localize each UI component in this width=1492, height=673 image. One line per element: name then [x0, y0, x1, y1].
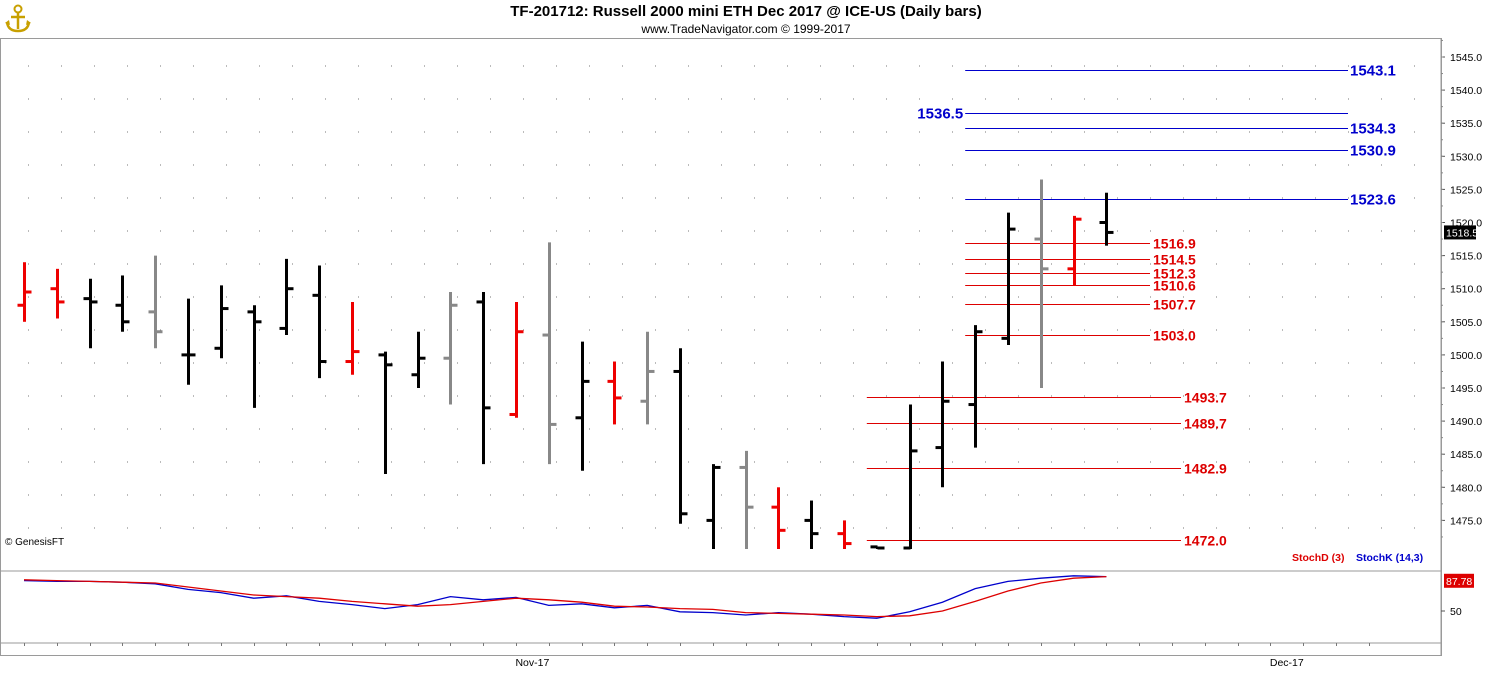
level-label-4: 1523.6: [1350, 192, 1396, 209]
y-tick-label-10: 1495.0: [1450, 383, 1482, 395]
level-label-14: 1472.0: [1184, 533, 1227, 549]
stoch-series-line-1: [23, 575, 1107, 618]
last-price-box: [1444, 225, 1476, 240]
level-label-9: 1507.7: [1153, 297, 1196, 313]
ohlc-bar-9: [312, 265, 327, 379]
chart-grid: [28, 65, 1415, 529]
ohlc-bar-31: [1034, 179, 1049, 388]
ohlc-bar-32: [1067, 215, 1082, 286]
trade-navigator-logo-icon: [5, 4, 31, 33]
ohlc-bar-25: [837, 520, 852, 549]
grid-dots: [28, 65, 1415, 529]
ohlc-bar-0: [17, 262, 32, 322]
stoch-last-label: 87.78: [1446, 576, 1472, 588]
ohlc-bar-19: [640, 331, 655, 425]
ohlc-bar-5: [181, 298, 196, 385]
chart-frame: [0, 38, 1442, 656]
level-label-11: 1493.7: [1184, 390, 1227, 406]
stochk-legend: StochK (14,3): [1356, 552, 1423, 564]
genesis-watermark: © GenesisFT: [5, 537, 65, 548]
y-tick-label-14: 1475.0: [1450, 515, 1482, 527]
ohlc-bar-13: [443, 292, 458, 405]
ohlc-bar-29: [968, 325, 983, 448]
date-axis: Nov-17 Dec-17: [24, 643, 1370, 669]
price-levels: 1543.1 1536.5 1534.3 1530.9 1523.6 1516.91514…: [866, 63, 1396, 549]
level-label-12: 1489.7: [1184, 416, 1227, 432]
ohlc-bar-18: [607, 361, 622, 425]
last-price-label: 1518.5: [1446, 227, 1478, 239]
y-tick-label-1: 1540.0: [1450, 85, 1482, 97]
ohlc-bar-14: [476, 292, 491, 465]
y-tick-label-11: 1490.0: [1450, 416, 1482, 428]
ohlc-bar-23: [771, 487, 786, 549]
level-label-0: 1543.1: [1350, 63, 1396, 80]
x-tick-label-1: Dec-17: [1270, 657, 1304, 669]
price-axis: 1545.01540.01535.01530.01525.01520.01515…: [1441, 39, 1482, 538]
ohlc-bar-3: [115, 275, 130, 332]
ohlc-bar-1: [50, 268, 65, 319]
ohlc-bar-16: [542, 242, 557, 465]
ohlc-bar-30: [1001, 212, 1016, 345]
y-tick-label-13: 1480.0: [1450, 482, 1482, 494]
y-tick-label-2: 1535.0: [1450, 118, 1482, 130]
ohlc-bar-10: [345, 301, 360, 375]
y-tick-label-8: 1505.0: [1450, 317, 1482, 329]
ohlc-bar-11: [378, 351, 393, 475]
level-label-10: 1503.0: [1153, 328, 1196, 344]
y-tick-label-0: 1545.0: [1450, 52, 1482, 64]
y-tick-label-12: 1485.0: [1450, 449, 1482, 461]
y-tick-label-3: 1530.0: [1450, 151, 1482, 163]
ohlc-bar-4: [148, 255, 163, 349]
stochastic-panel: StochD (3) StochK (14,3) 50 87.78: [23, 552, 1474, 619]
chart-title: TF-201712: Russell 2000 mini ETH Dec 201…: [510, 3, 982, 20]
ohlc-bar-21: [706, 464, 721, 549]
level-label-1: 1536.5: [917, 106, 963, 123]
y-tick-label-6: 1515.0: [1450, 251, 1482, 263]
level-label-6: 1514.5: [1153, 252, 1196, 268]
ohlc-bar-20: [673, 348, 688, 524]
ohlc-bar-33: [1099, 192, 1114, 246]
level-label-7: 1512.3: [1153, 266, 1196, 282]
level-label-3: 1530.9: [1350, 143, 1396, 160]
ohlc-bar-22: [739, 450, 754, 549]
ohlc-bar-7: [247, 305, 262, 408]
ohlc-bar-15: [509, 301, 524, 418]
level-label-8: 1510.6: [1153, 278, 1196, 294]
y-tick-label-7: 1510.0: [1450, 284, 1482, 296]
ohlc-bar-27: [903, 404, 918, 550]
ohlc-bars: [17, 179, 1114, 550]
ohlc-bar-6: [214, 285, 229, 359]
ohlc-bar-17: [575, 341, 590, 471]
x-tick-label-0: Nov-17: [515, 657, 549, 669]
stoch-last-box: [1444, 573, 1474, 588]
stoch-series-line-0: [23, 575, 1107, 619]
level-label-13: 1482.9: [1184, 461, 1227, 477]
y-tick-label-9: 1500.0: [1450, 350, 1482, 362]
ohlc-bar-28: [935, 361, 950, 488]
ohlc-bar-24: [804, 500, 819, 549]
ohlc-bar-2: [83, 278, 98, 349]
level-label-5: 1516.9: [1153, 236, 1196, 252]
ohlc-bar-12: [411, 331, 426, 388]
ohlc-bar-26: [870, 545, 885, 550]
stoch-tick-label-0: 50: [1450, 606, 1462, 618]
level-label-2: 1534.3: [1350, 121, 1396, 138]
y-tick-label-4: 1525.0: [1450, 184, 1482, 196]
stochd-legend: StochD (3): [1292, 552, 1345, 564]
chart-subtitle: www.TradeNavigator.com © 1999-2017: [641, 22, 851, 36]
ohlc-bar-8: [279, 258, 294, 336]
